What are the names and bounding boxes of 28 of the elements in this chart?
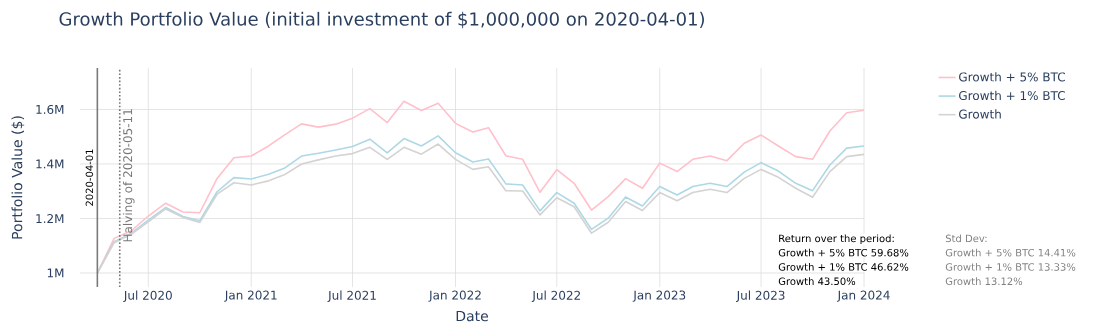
legend-label: Growth + 1% BTC	[959, 90, 1065, 101]
x-axis-title: Date	[456, 310, 488, 322]
x-tick-label: Jan 2022	[428, 290, 481, 302]
text: Growth + 1% BTC 13.33%	[945, 263, 1076, 271]
y-tick-label: 1.6M	[36, 104, 64, 114]
y-tick-label: 1M	[47, 268, 64, 278]
x-tick-label: Jul 2023	[736, 290, 785, 303]
annotation: Growth + 1% BTC 46.62%	[778, 263, 909, 271]
ref-line-label: 2020-04-01	[85, 149, 94, 206]
y-tick-label: 1.4M	[36, 159, 64, 169]
annotation: Return over the period:	[779, 234, 894, 245]
legend-label: Growth	[959, 109, 1001, 119]
text: Std Dev:	[945, 234, 987, 243]
x-tick-label: Jan 2023	[632, 290, 686, 302]
text: Growth + 5% BTC 14.41%	[945, 248, 1076, 257]
x-tick-label: Jul 2020	[123, 290, 172, 303]
x-tick-label: Jul 2022	[531, 290, 580, 303]
x-tick-label: Jan 2024	[836, 290, 890, 302]
x-tick-label: Jan 2021	[224, 290, 277, 302]
text: Growth 13.12%	[945, 277, 1023, 286]
legend-label: Growth + 5% BTC	[959, 72, 1065, 82]
annotation: Growth 43.50%	[778, 277, 856, 286]
ref-line-label: Halving of 2020-05-11	[122, 109, 135, 242]
annotation: Growth + 5% BTC 59.68%	[778, 248, 909, 257]
y-tick-label: 1.2M	[36, 214, 64, 223]
x-tick-label: Jul 2021	[327, 290, 376, 303]
chart-title: Growth Portfolio Value (initial investment of $1,000,000 on 2020-04-01)	[59, 11, 704, 29]
y-axis-title: Portfolio Value ($)	[11, 116, 25, 239]
